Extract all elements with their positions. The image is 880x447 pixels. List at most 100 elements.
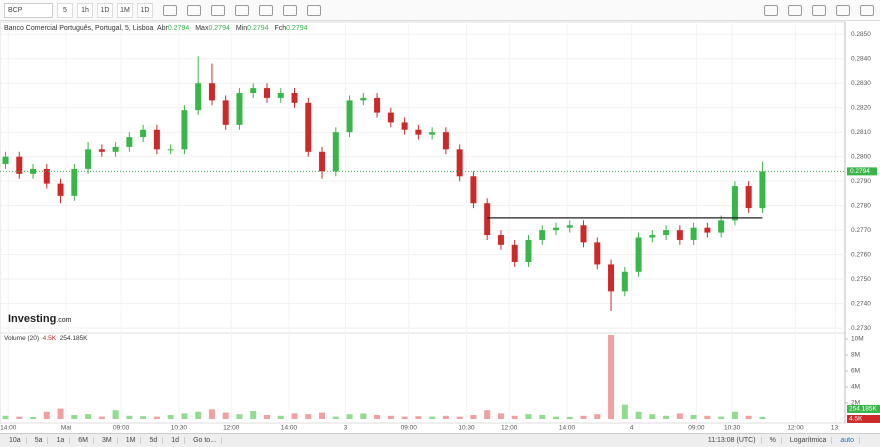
brand-suffix: .com (56, 317, 72, 324)
candle-body (649, 235, 656, 238)
candle-body (525, 239, 532, 262)
volume-bar (690, 415, 697, 419)
last-price-label: 0.2794 (850, 168, 870, 175)
volume-bar (277, 415, 284, 419)
candle-body (718, 220, 725, 233)
y-tick-label: 0.2750 (851, 276, 871, 283)
legend-value: 0.2794 (247, 25, 269, 32)
volume-bar (360, 413, 367, 419)
y-tick-label: 0.2840 (851, 55, 871, 62)
range[interactable]: 6M (73, 437, 95, 444)
candle-body (305, 102, 312, 152)
volume-bar (470, 415, 477, 419)
interval[interactable]: 1h (77, 2, 93, 18)
y-tick-label: 10M (851, 336, 864, 343)
interval[interactable]: 1D (137, 2, 153, 18)
volume-bar (456, 416, 463, 419)
range[interactable]: 10a (4, 437, 27, 444)
volume-bar (635, 411, 642, 419)
candle-body (2, 156, 9, 165)
tool-icon[interactable] (283, 4, 297, 16)
range[interactable]: 5a (30, 437, 49, 444)
volume-bar (374, 415, 381, 419)
volume-bar (222, 412, 229, 419)
volume-bar (112, 410, 119, 419)
volume-bar (208, 409, 215, 419)
interval[interactable]: 1M (117, 2, 133, 18)
y-tick-label: 0.2730 (851, 325, 871, 332)
x-tick-label: 10:30 (724, 425, 741, 432)
x-tick-label: 12:00 (223, 425, 240, 432)
volume-bar (263, 415, 270, 419)
legend-name: Max (195, 25, 209, 32)
color-icon[interactable] (788, 4, 802, 16)
candle-body (552, 227, 559, 231)
volume-bar (98, 416, 105, 419)
interval[interactable]: 5 (57, 2, 73, 18)
volume-bar (305, 414, 312, 419)
candle-body (621, 271, 628, 292)
legend-name: Fch (274, 25, 287, 32)
tool-icon[interactable] (235, 4, 249, 16)
volume-bar (539, 415, 546, 419)
y-tick-label: 0.2790 (851, 178, 871, 185)
range[interactable]: 3M (97, 437, 118, 444)
y-tick-label: 4M (851, 384, 860, 391)
candle-body (539, 230, 546, 240)
legend-value: 0.2794 (208, 25, 230, 32)
candle-body (250, 88, 257, 94)
tool-icon[interactable] (187, 4, 201, 16)
volume-bar (649, 414, 656, 419)
candle-body (71, 168, 78, 196)
candle-body (98, 149, 105, 152)
x-tick-label: 4 (630, 425, 634, 432)
candle-body (745, 186, 752, 209)
x-tick-label: 09:00 (113, 425, 130, 432)
option[interactable]: % (765, 437, 782, 444)
volume-bar (594, 414, 601, 419)
interval[interactable]: 1D (97, 2, 113, 18)
y-tick-label: 6M (851, 368, 860, 375)
tool-icon[interactable] (307, 4, 321, 16)
tool-icon[interactable] (163, 4, 177, 16)
x-tick-label: 14:00 (0, 425, 17, 432)
candle-body (759, 171, 766, 209)
candle-body (346, 100, 353, 133)
candle-body (387, 112, 394, 123)
y-tick-label: 0.2850 (851, 31, 871, 38)
brand-name: Investing (8, 313, 57, 325)
volume-pane (0, 332, 846, 424)
tool-icon[interactable] (211, 4, 225, 16)
cloud-icon[interactable] (812, 4, 826, 16)
volume-bar (621, 404, 628, 419)
toolbar: BCP 5 1h 1D 1M 1D (0, 0, 880, 21)
x-tick-label: 12:00 (501, 425, 518, 432)
goto[interactable]: Go to... (188, 437, 223, 444)
candle-body (236, 93, 243, 125)
volume-bar (319, 412, 326, 419)
clock: 11:13:08 (UTC) (703, 437, 762, 444)
option[interactable]: Logarítmica (785, 437, 833, 444)
option[interactable]: auto (835, 437, 860, 444)
legend-value: 0.2794 (286, 25, 308, 32)
camera-icon[interactable] (764, 4, 778, 16)
range[interactable]: 1a (51, 437, 71, 444)
cloud-icon[interactable] (836, 4, 850, 16)
volume-bar (704, 415, 711, 419)
tool-icon[interactable] (259, 4, 273, 16)
candle-body (594, 242, 601, 265)
range[interactable]: 1d (166, 437, 186, 444)
candle-body (511, 244, 518, 262)
symbol-input[interactable]: BCP (4, 2, 53, 18)
candle-body (112, 146, 119, 152)
range[interactable]: 1M (121, 437, 142, 444)
fullscreen-icon[interactable] (860, 4, 874, 16)
range[interactable]: 5d (144, 437, 164, 444)
candle-body (374, 97, 381, 113)
candle-body (663, 230, 670, 236)
y-tick-label: 0.2830 (851, 80, 871, 87)
candle-body (222, 100, 229, 125)
candle-body (429, 132, 436, 135)
y-tick-label: 0.2780 (851, 202, 871, 209)
candle-body (319, 151, 326, 172)
